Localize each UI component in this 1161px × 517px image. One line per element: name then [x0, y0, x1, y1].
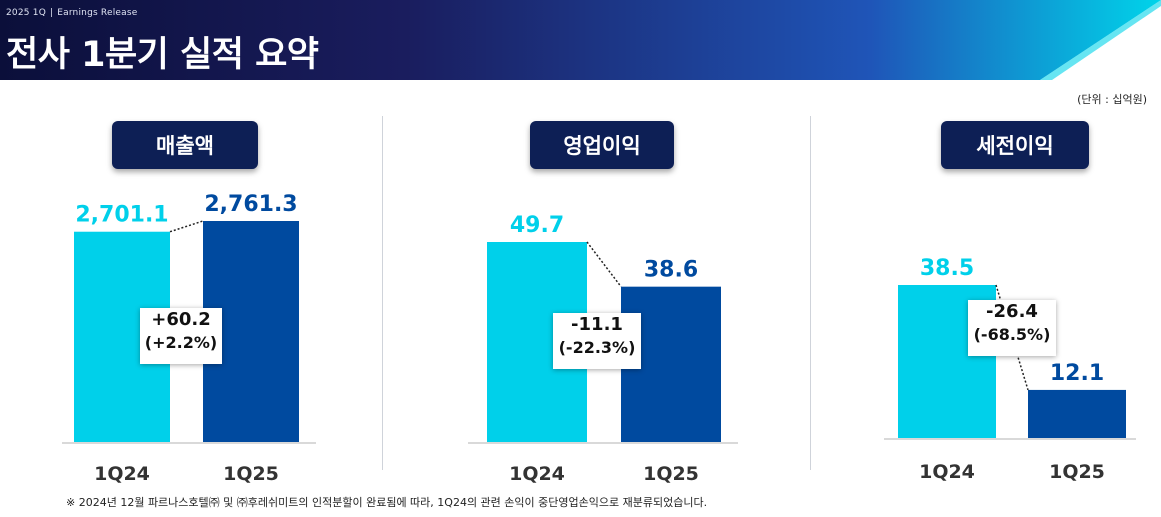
panel-title-badge: 세전이익 — [941, 121, 1089, 169]
value-label: 2,701.1 — [75, 203, 168, 228]
bar-1q25 — [1028, 389, 1126, 438]
doc-type-label: Earnings Release — [57, 8, 138, 18]
delta-box: -11.1 (-22.3%) — [553, 313, 641, 369]
delta-value: +60.2 — [151, 309, 211, 330]
operating-profit-chart: 49.7 1Q24 38.6 1Q25 — [468, 213, 738, 485]
delta-percent: (-68.5%) — [973, 325, 1051, 344]
panel-pretax-profit: 세전이익 38.5 1Q24 12.1 1Q25 -26.4 (-68.5%) — [811, 0, 1161, 517]
panel-divider-1 — [382, 116, 383, 470]
change-connector — [586, 241, 622, 288]
delta-value: -26.4 — [986, 301, 1038, 322]
revenue-chart: 2,701.1 1Q24 2,761.3 1Q25 — [62, 192, 316, 485]
panel-revenue: 매출액 2,701.1 1Q24 2,761.3 1Q25 +60.2 (+2.2%) — [0, 0, 382, 517]
panel-operating-profit: 영업이익 49.7 1Q24 38.6 1Q25 -11.1 (-22.3%) — [383, 0, 810, 517]
delta-box: -26.4 (-68.5%) — [968, 300, 1056, 356]
panel-title-badge: 영업이익 — [530, 121, 674, 169]
header-meta: 2025 1Q | Earnings Release — [6, 8, 138, 18]
category-label: 1Q25 — [223, 463, 279, 485]
delta-percent: (+2.2%) — [144, 333, 218, 352]
footnote: ※ 2024년 12월 파르나스호텔㈜ 및 ㈜후레쉬미트의 인적분할이 완료됨에… — [66, 496, 708, 509]
header-separator: | — [49, 8, 54, 18]
category-label: 1Q24 — [509, 463, 565, 485]
panel-divider-2 — [810, 116, 811, 470]
pretax-profit-chart: 38.5 1Q24 12.1 1Q25 — [884, 256, 1136, 483]
category-label: 1Q24 — [94, 463, 150, 485]
delta-box: +60.2 (+2.2%) — [140, 308, 222, 364]
header-white-slant — [0, 0, 1161, 91]
value-label: 49.7 — [510, 213, 564, 238]
value-label: 38.5 — [920, 256, 974, 281]
change-connector — [169, 220, 204, 233]
delta-percent: (-22.3%) — [558, 338, 636, 357]
panel-title-badge: 매출액 — [112, 121, 258, 169]
delta-value: -11.1 — [571, 314, 623, 335]
period-label: 2025 1Q — [6, 8, 46, 18]
value-label: 38.6 — [644, 258, 698, 283]
value-label: 2,761.3 — [204, 192, 297, 217]
header-banner: 2025 1Q | Earnings Release 전사 1분기 실적 요약 — [0, 0, 1161, 91]
page-title: 전사 1분기 실적 요약 — [6, 35, 319, 75]
category-label: 1Q25 — [643, 463, 699, 485]
category-label: 1Q24 — [919, 461, 975, 483]
category-label: 1Q25 — [1049, 461, 1105, 483]
header-background — [0, 0, 1161, 91]
value-label: 12.1 — [1050, 361, 1104, 386]
unit-note: (단위 : 십억원) — [1077, 93, 1147, 106]
